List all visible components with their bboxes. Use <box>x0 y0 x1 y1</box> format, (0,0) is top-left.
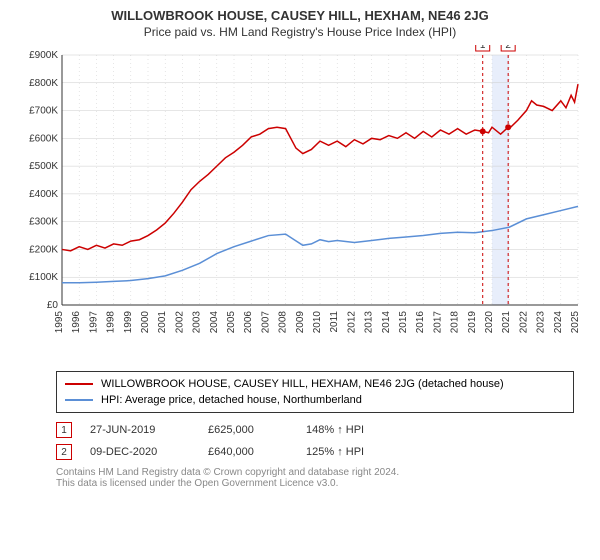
marker-badge: 1 <box>56 422 72 438</box>
chart-area: £0 £100K £200K £300K £400K £500K £600K £700K £80… <box>12 45 588 365</box>
marker-date: 27-JUN-2019 <box>90 424 190 436</box>
svg-text:1997: 1997 <box>88 311 99 334</box>
svg-text:2001: 2001 <box>157 311 168 334</box>
svg-text:2020: 2020 <box>484 311 495 334</box>
svg-text:2004: 2004 <box>209 311 220 334</box>
legend-swatch <box>65 399 93 401</box>
svg-text:2011: 2011 <box>329 311 340 333</box>
svg-text:2014: 2014 <box>381 311 392 334</box>
svg-text:2022: 2022 <box>518 311 529 334</box>
chart-subtitle: Price paid vs. HM Land Registry's House … <box>12 25 588 39</box>
svg-text:1998: 1998 <box>106 311 117 334</box>
chart-title: WILLOWBROOK HOUSE, CAUSEY HILL, HEXHAM, … <box>12 8 588 23</box>
svg-text:2013: 2013 <box>364 311 375 334</box>
svg-text:1995: 1995 <box>54 311 65 334</box>
svg-text:£300K: £300K <box>29 217 58 228</box>
svg-text:£600K: £600K <box>29 133 58 144</box>
svg-text:1996: 1996 <box>71 311 82 334</box>
svg-text:2021: 2021 <box>501 311 512 334</box>
svg-text:2003: 2003 <box>192 311 203 334</box>
svg-text:2017: 2017 <box>432 311 443 334</box>
svg-text:2025: 2025 <box>570 311 581 334</box>
svg-text:2019: 2019 <box>467 311 478 334</box>
svg-text:£100K: £100K <box>29 272 58 283</box>
license-line: This data is licensed under the Open Gov… <box>56 478 574 489</box>
svg-text:2006: 2006 <box>243 311 254 334</box>
svg-text:2015: 2015 <box>398 311 409 334</box>
marker-price: £640,000 <box>208 446 288 458</box>
svg-text:2008: 2008 <box>278 311 289 334</box>
legend-item: HPI: Average price, detached house, Nort… <box>65 392 565 408</box>
marker-hpi: 148% ↑ HPI <box>306 424 386 436</box>
svg-text:£700K: £700K <box>29 106 58 117</box>
legend-label: WILLOWBROOK HOUSE, CAUSEY HILL, HEXHAM, … <box>101 378 504 390</box>
marker-row: 1 27-JUN-2019 £625,000 148% ↑ HPI <box>56 419 574 441</box>
marker-hpi: 125% ↑ HPI <box>306 446 386 458</box>
svg-text:2018: 2018 <box>450 311 461 334</box>
svg-text:2010: 2010 <box>312 311 323 334</box>
svg-text:2000: 2000 <box>140 311 151 334</box>
legend-item: WILLOWBROOK HOUSE, CAUSEY HILL, HEXHAM, … <box>65 376 565 392</box>
marker-table: 1 27-JUN-2019 £625,000 148% ↑ HPI 2 09-DEC-20… <box>56 419 574 463</box>
marker-badge: 2 <box>56 444 72 460</box>
legend-label: HPI: Average price, detached house, Nort… <box>101 394 362 406</box>
svg-text:£0: £0 <box>47 300 59 311</box>
legend: WILLOWBROOK HOUSE, CAUSEY HILL, HEXHAM, … <box>56 371 574 413</box>
marker-price: £625,000 <box>208 424 288 436</box>
svg-text:2023: 2023 <box>536 311 547 334</box>
svg-text:2016: 2016 <box>415 311 426 334</box>
svg-text:£800K: £800K <box>29 78 58 89</box>
svg-text:1: 1 <box>480 45 486 51</box>
marker-row: 2 09-DEC-2020 £640,000 125% ↑ HPI <box>56 441 574 463</box>
marker-date: 09-DEC-2020 <box>90 446 190 458</box>
svg-text:2012: 2012 <box>346 311 357 334</box>
svg-text:2024: 2024 <box>553 311 564 334</box>
svg-text:1999: 1999 <box>123 311 134 334</box>
svg-text:2009: 2009 <box>295 311 306 334</box>
svg-text:£900K: £900K <box>29 50 58 61</box>
line-chart: £0 £100K £200K £300K £400K £500K £600K £700K £80… <box>12 45 588 365</box>
svg-text:2007: 2007 <box>260 311 271 334</box>
legend-swatch <box>65 383 93 385</box>
svg-text:£200K: £200K <box>29 244 58 255</box>
license-text: Contains HM Land Registry data © Crown c… <box>56 467 574 489</box>
svg-text:2005: 2005 <box>226 311 237 334</box>
svg-text:2: 2 <box>505 45 511 51</box>
svg-text:2002: 2002 <box>174 311 185 334</box>
svg-text:£400K: £400K <box>29 189 58 200</box>
svg-text:£500K: £500K <box>29 161 58 172</box>
license-line: Contains HM Land Registry data © Crown c… <box>56 467 574 478</box>
